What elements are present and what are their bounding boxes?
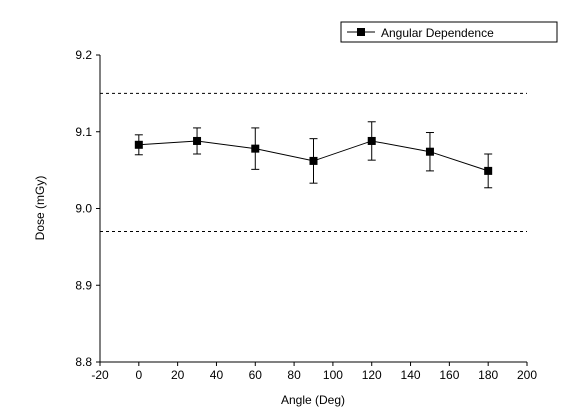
- x-tick-label: 100: [323, 368, 343, 382]
- x-tick-label: 200: [517, 368, 537, 382]
- y-tick-label: 9.2: [75, 48, 92, 62]
- x-tick-label: 40: [210, 368, 224, 382]
- legend-label: Angular Dependence: [381, 26, 494, 40]
- marker: [193, 136, 202, 145]
- marker: [425, 147, 434, 156]
- y-tick-label: 8.8: [75, 355, 92, 369]
- x-tick-label: 180: [478, 368, 498, 382]
- x-tick-label: 0: [135, 368, 142, 382]
- marker: [484, 166, 493, 175]
- marker: [251, 144, 260, 153]
- legend-marker: [357, 28, 365, 36]
- y-axis-label: Dose (mGy): [33, 176, 47, 241]
- x-tick-label: 60: [249, 368, 263, 382]
- y-tick-label: 8.9: [75, 278, 92, 292]
- x-tick-label: 160: [439, 368, 459, 382]
- legend-box: [340, 21, 558, 43]
- x-tick-label: -20: [91, 368, 109, 382]
- x-tick-label: 80: [287, 368, 301, 382]
- marker: [367, 136, 376, 145]
- y-tick-label: 9.1: [75, 125, 92, 139]
- marker: [309, 156, 318, 165]
- x-axis-label: Angle (Deg): [281, 393, 345, 407]
- x-tick-label: 140: [401, 368, 421, 382]
- marker: [134, 140, 143, 149]
- x-tick-label: 20: [171, 368, 185, 382]
- y-tick-label: 9.0: [75, 202, 92, 216]
- x-tick-label: 120: [362, 368, 382, 382]
